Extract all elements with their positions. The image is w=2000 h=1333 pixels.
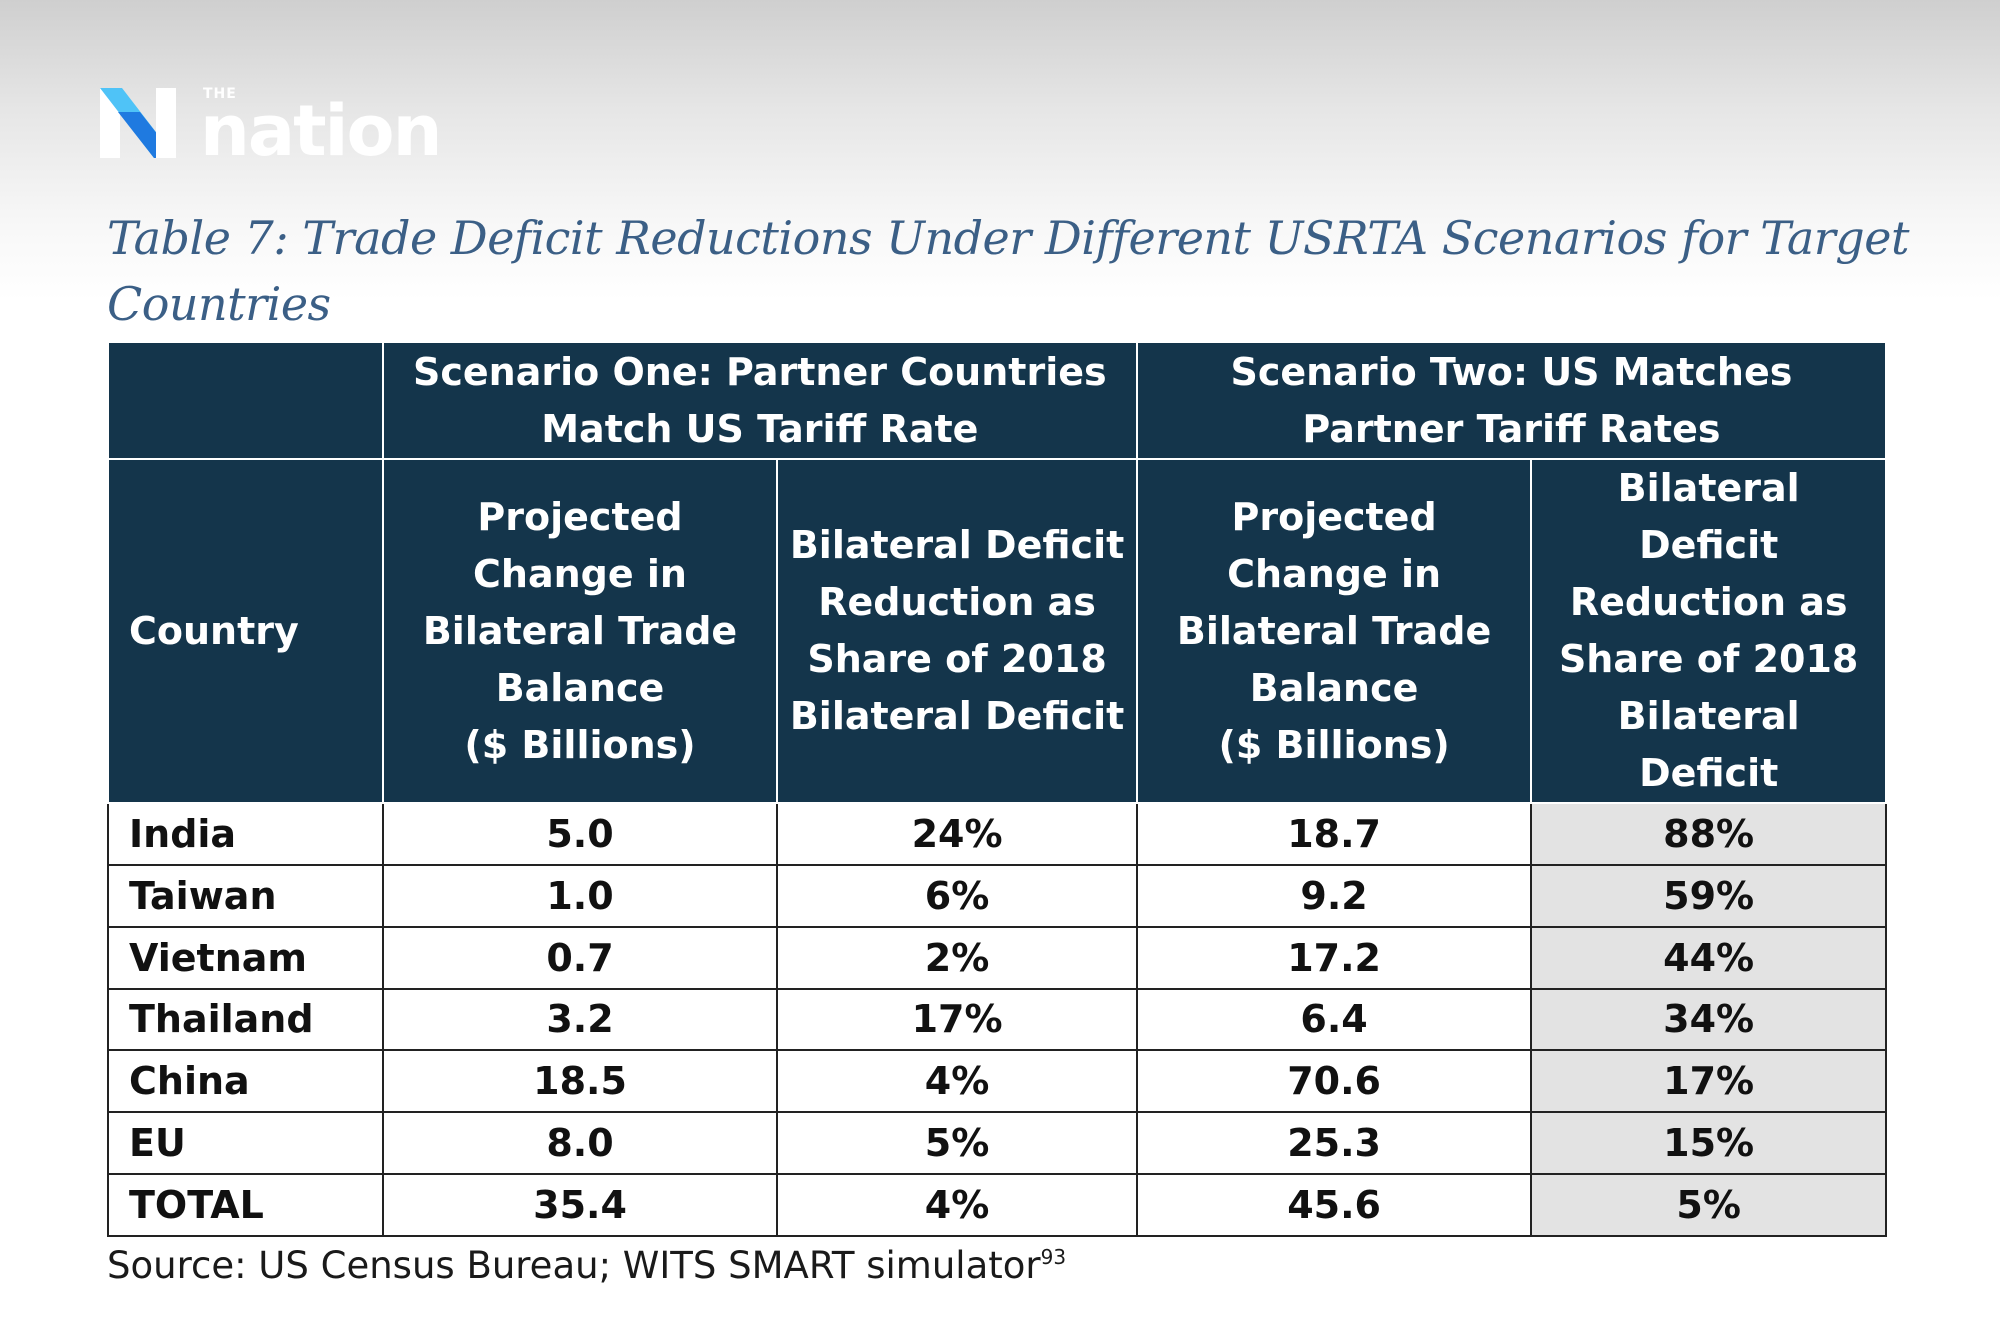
s2-change-cell: 45.6	[1135, 1173, 1533, 1237]
s1-change-cell: 0.7	[381, 925, 779, 990]
the-nation-logo: THE nation	[100, 86, 442, 166]
logo-name-text: nation	[200, 90, 442, 172]
s1-change-cell: 35.4	[381, 1173, 779, 1237]
s2-share-cell: 88%	[1530, 802, 1887, 866]
s1-share-column-header: Bilateral Deficit Reduction as Share of …	[776, 458, 1138, 804]
s1-share-cell: 6%	[776, 863, 1138, 928]
s1-change-cell: 5.0	[381, 802, 779, 866]
s1-share-cell: 5%	[776, 1111, 1138, 1176]
country-column-header: Country	[107, 458, 384, 804]
logo-the-text: THE	[203, 86, 237, 102]
s2-change-cell: 25.3	[1135, 1111, 1533, 1176]
table-row: Vietnam 0.7 2% 17.2 44%	[107, 925, 1887, 990]
s1-change-cell: 18.5	[381, 1049, 779, 1114]
table-row: EU 8.0 5% 25.3 15%	[107, 1111, 1887, 1176]
country-cell: EU	[107, 1111, 384, 1176]
table-row-total: TOTAL 35.4 4% 45.6 5%	[107, 1173, 1887, 1237]
s2-change-column-header: Projected Change in Bilateral Trade Bala…	[1135, 458, 1533, 804]
country-cell: China	[107, 1049, 384, 1114]
country-cell: Thailand	[107, 987, 384, 1052]
trade-deficit-table: Scenario One: Partner Countries Match US…	[107, 341, 1888, 1237]
table-row: Taiwan 1.0 6% 9.2 59%	[107, 863, 1887, 928]
s1-share-cell: 2%	[776, 925, 1138, 990]
s2-change-cell: 18.7	[1135, 802, 1533, 866]
header-corner	[107, 341, 384, 460]
s1-share-cell: 17%	[776, 987, 1138, 1052]
table-title: Table 7: Trade Deficit Reductions Under …	[107, 211, 1909, 331]
s2-share-column-header: Bilateral Deficit Reduction as Share of …	[1530, 458, 1887, 804]
s2-share-cell: 59%	[1530, 863, 1887, 928]
s2-change-cell: 17.2	[1135, 925, 1533, 990]
s1-change-cell: 3.2	[381, 987, 779, 1052]
s1-change-cell: 8.0	[381, 1111, 779, 1176]
country-cell: TOTAL	[107, 1173, 384, 1237]
scenario-two-header: Scenario Two: US Matches Partner Tariff …	[1135, 341, 1888, 460]
s1-share-cell: 4%	[776, 1173, 1138, 1237]
table-row: Thailand 3.2 17% 6.4 34%	[107, 987, 1887, 1052]
s2-share-cell: 15%	[1530, 1111, 1887, 1176]
country-cell: Vietnam	[107, 925, 384, 990]
country-cell: India	[107, 802, 384, 866]
source-text: Source: US Census Bureau; WITS SMART sim…	[107, 1244, 1041, 1287]
s2-change-cell: 70.6	[1135, 1049, 1533, 1114]
s2-share-cell: 34%	[1530, 987, 1887, 1052]
s2-change-cell: 6.4	[1135, 987, 1533, 1052]
s2-change-cell: 9.2	[1135, 863, 1533, 928]
s2-share-cell: 5%	[1530, 1173, 1887, 1237]
scenario-one-header: Scenario One: Partner Countries Match US…	[381, 341, 1138, 460]
table-row: China 18.5 4% 70.6 17%	[107, 1049, 1887, 1114]
s2-share-cell: 44%	[1530, 925, 1887, 990]
s1-share-cell: 4%	[776, 1049, 1138, 1114]
country-cell: Taiwan	[107, 863, 384, 928]
s1-share-cell: 24%	[776, 802, 1138, 866]
s2-share-cell: 17%	[1530, 1049, 1887, 1114]
table-row: India 5.0 24% 18.7 88%	[107, 802, 1887, 866]
s1-change-cell: 1.0	[381, 863, 779, 928]
source-note: Source: US Census Bureau; WITS SMART sim…	[107, 1244, 1066, 1287]
s1-change-column-header: Projected Change in Bilateral Trade Bala…	[381, 458, 779, 804]
source-footnote: 93	[1040, 1245, 1067, 1269]
nation-n-logo-icon	[100, 88, 176, 158]
